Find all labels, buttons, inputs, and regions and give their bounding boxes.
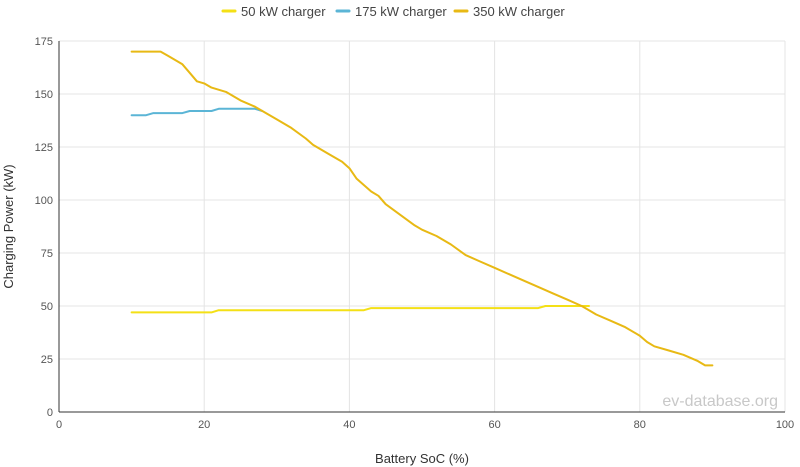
series-line-0	[130, 305, 590, 314]
y-tick-label: 150	[35, 89, 53, 101]
x-tick-label: 40	[343, 419, 355, 431]
legend[interactable]: 50 kW charger 175 kW charger 350 kW charge…	[221, 4, 565, 19]
y-tick-label: 0	[47, 407, 53, 419]
y-tick-label: 25	[41, 354, 53, 366]
x-tick-label: 60	[488, 419, 500, 431]
legend-item-1[interactable]: 175 kW charger	[335, 4, 447, 19]
x-tick-label: 80	[634, 419, 646, 431]
legend-item-2[interactable]: 350 kW charger	[453, 4, 565, 19]
legend-label: 50 kW charger	[241, 4, 326, 19]
x-tick-label: 20	[198, 419, 210, 431]
x-tick-label: 100	[776, 419, 794, 431]
y-tick-label: 175	[35, 36, 53, 48]
watermark-text: ev-database.org	[662, 393, 778, 410]
legend-item-0[interactable]: 50 kW charger	[221, 4, 326, 19]
y-axis-title: Charging Power (kW)	[1, 164, 16, 288]
series-line-1	[130, 107, 264, 117]
y-tick-label: 50	[41, 301, 53, 313]
legend-label: 350 kW charger	[473, 4, 565, 19]
legend-label: 175 kW charger	[355, 4, 447, 19]
y-tick-label: 125	[35, 142, 53, 154]
x-tick-label: 0	[56, 419, 62, 431]
series-line-2	[130, 50, 714, 367]
grid-lines	[58, 40, 786, 413]
axes: 0 25 50 75 100 125 150 175 0 20 40 60 80 100	[35, 36, 795, 431]
series-lines	[130, 50, 714, 367]
y-tick-label: 100	[35, 195, 53, 207]
x-axis-title: Battery SoC (%)	[375, 451, 469, 466]
y-tick-label: 75	[41, 248, 53, 260]
